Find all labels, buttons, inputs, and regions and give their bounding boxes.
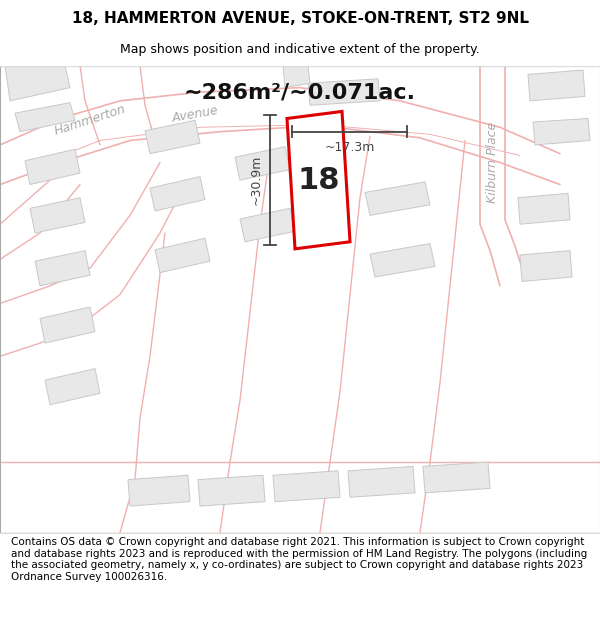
Polygon shape — [150, 177, 205, 211]
Text: Contains OS data © Crown copyright and database right 2021. This information is : Contains OS data © Crown copyright and d… — [11, 537, 587, 582]
Text: Avenue: Avenue — [170, 104, 220, 124]
Polygon shape — [348, 466, 415, 498]
Polygon shape — [25, 149, 80, 184]
Polygon shape — [533, 119, 590, 145]
Polygon shape — [273, 471, 340, 502]
Text: Hammerton: Hammerton — [53, 102, 127, 138]
Polygon shape — [520, 251, 572, 281]
Polygon shape — [35, 251, 90, 286]
Polygon shape — [365, 182, 430, 216]
Text: 18: 18 — [297, 166, 340, 194]
Polygon shape — [45, 369, 100, 405]
Text: 18, HAMMERTON AVENUE, STOKE-ON-TRENT, ST2 9NL: 18, HAMMERTON AVENUE, STOKE-ON-TRENT, ST… — [71, 11, 529, 26]
Polygon shape — [283, 66, 310, 88]
Polygon shape — [155, 238, 210, 272]
Polygon shape — [287, 111, 350, 249]
Polygon shape — [370, 244, 435, 277]
Polygon shape — [423, 462, 490, 493]
Text: ~30.9m: ~30.9m — [250, 155, 263, 206]
Text: Kilburn Place: Kilburn Place — [485, 122, 499, 203]
Polygon shape — [40, 307, 95, 343]
Polygon shape — [198, 475, 265, 506]
Text: ~17.3m: ~17.3m — [325, 141, 374, 154]
Polygon shape — [128, 475, 190, 506]
Text: ~286m²/~0.071ac.: ~286m²/~0.071ac. — [184, 82, 416, 102]
Polygon shape — [528, 70, 585, 101]
Polygon shape — [30, 198, 85, 233]
Text: Map shows position and indicative extent of the property.: Map shows position and indicative extent… — [120, 42, 480, 56]
Polygon shape — [235, 147, 290, 180]
Polygon shape — [240, 208, 295, 242]
Polygon shape — [518, 193, 570, 224]
Polygon shape — [308, 79, 380, 105]
Polygon shape — [145, 120, 200, 154]
Polygon shape — [5, 66, 70, 101]
Polygon shape — [15, 102, 75, 132]
